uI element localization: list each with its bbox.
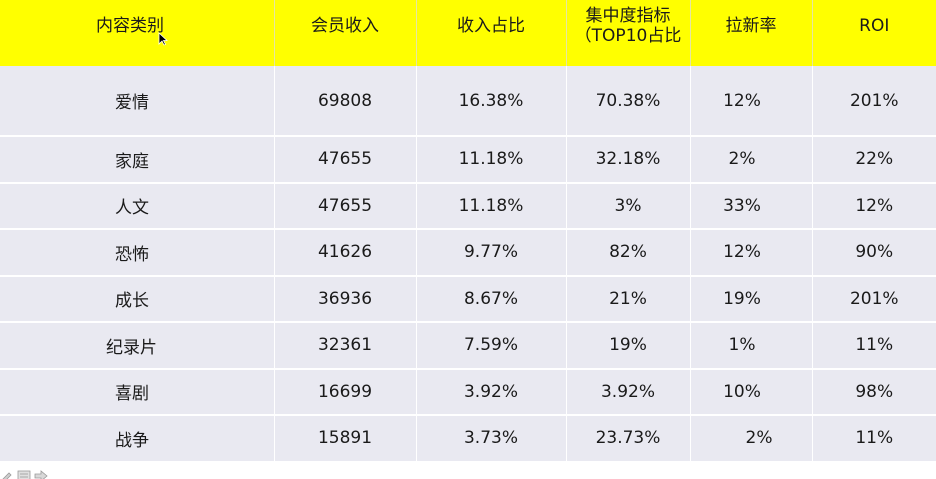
cell-member-income: 41626 (274, 229, 417, 277)
cell-member-income: 16699 (274, 368, 417, 416)
cell-income-share: 11.18% (416, 136, 567, 184)
cell-roi: 12% (812, 182, 936, 230)
cell-member-income: 47655 (274, 182, 417, 230)
cell-member-income: 47655 (274, 136, 417, 184)
cell-income-share: 8.67% (416, 275, 567, 323)
header-roi: ROI (859, 16, 890, 36)
table-row: 成长 36936 8.67% 21% 19% 201% (0, 275, 936, 323)
cell-category: 喜剧 (0, 368, 275, 416)
slide-icon[interactable] (17, 467, 31, 479)
header-row: 内容类别 会员收入 收入占比 集中度指标 （TOP10占比 拉新率 ROI (0, 0, 936, 66)
cell-concentration: 82% (566, 229, 691, 277)
next-arrow-icon[interactable] (34, 467, 48, 479)
cell-roi: 22% (812, 136, 936, 184)
table-row: 战争 15891 3.73% 23.73% 2% 11% (0, 415, 936, 463)
cell-concentration: 19% (566, 322, 691, 370)
pen-icon[interactable] (0, 467, 14, 479)
cell-category: 家庭 (0, 136, 275, 184)
cell-category: 战争 (0, 415, 275, 463)
table-row: 纪录片 32361 7.59% 19% 1% 11% (0, 322, 936, 370)
cell-income-share: 11.18% (416, 182, 567, 230)
cell-new-user-rate: 12% (690, 66, 813, 137)
cell-concentration: 3.92% (566, 368, 691, 416)
header-income-share: 收入占比 (416, 0, 567, 66)
table-row: 恐怖 41626 9.77% 82% 12% 90% (0, 229, 936, 277)
cell-concentration: 3% (566, 182, 691, 230)
cell-concentration: 21% (566, 275, 691, 323)
cell-concentration: 23.73% (566, 415, 691, 463)
cell-category: 人文 (0, 182, 275, 230)
cell-category: 爱情 (0, 66, 275, 137)
cell-new-user-rate: 2% (690, 136, 813, 184)
cell-roi: 11% (812, 322, 936, 370)
header-concentration-line1: 集中度指标 (585, 6, 671, 26)
header-concentration-line2: （TOP10占比 (574, 26, 682, 46)
cell-new-user-rate: 19% (690, 275, 813, 323)
cell-new-user-rate: 12% (690, 229, 813, 277)
cell-new-user-rate: 10% (690, 368, 813, 416)
cell-roi: 11% (812, 415, 936, 463)
cell-category: 恐怖 (0, 229, 275, 277)
cell-roi: 201% (812, 66, 936, 137)
cell-income-share: 16.38% (416, 66, 567, 137)
table-row: 家庭 47655 11.18% 32.18% 2% 22% (0, 136, 936, 184)
cell-member-income: 36936 (274, 275, 417, 323)
header-member-income: 会员收入 (274, 0, 417, 66)
slideshow-toolbar (0, 466, 48, 479)
table-row: 爱情 69808 16.38% 70.38% 12% 201% (0, 66, 936, 137)
mouse-cursor-icon (158, 32, 168, 46)
cell-new-user-rate: 2% (690, 415, 813, 463)
header-category: 内容类别 (0, 0, 275, 66)
cell-member-income: 15891 (274, 415, 417, 463)
cell-roi: 90% (812, 229, 936, 277)
cell-concentration: 32.18% (566, 136, 691, 184)
cell-income-share: 7.59% (416, 322, 567, 370)
cell-member-income: 32361 (274, 322, 417, 370)
content-category-table: 内容类别 会员收入 收入占比 集中度指标 （TOP10占比 拉新率 ROI 爱情… (0, 0, 936, 463)
cell-category: 纪录片 (0, 322, 275, 370)
cell-income-share: 3.73% (416, 415, 567, 463)
cell-new-user-rate: 1% (690, 322, 813, 370)
cell-roi: 201% (812, 275, 936, 323)
cell-income-share: 9.77% (416, 229, 567, 277)
cell-category: 成长 (0, 275, 275, 323)
cell-concentration: 70.38% (566, 66, 691, 137)
cell-member-income: 69808 (274, 66, 417, 137)
cell-new-user-rate: 33% (690, 182, 813, 230)
table-row: 人文 47655 11.18% 3% 33% 12% (0, 182, 936, 230)
cell-income-share: 3.92% (416, 368, 567, 416)
header-concentration: 集中度指标 （TOP10占比 (566, 0, 691, 66)
table-row: 喜剧 16699 3.92% 3.92% 10% 98% (0, 368, 936, 416)
header-new-user-rate: 拉新率 (690, 0, 813, 66)
cell-roi: 98% (812, 368, 936, 416)
